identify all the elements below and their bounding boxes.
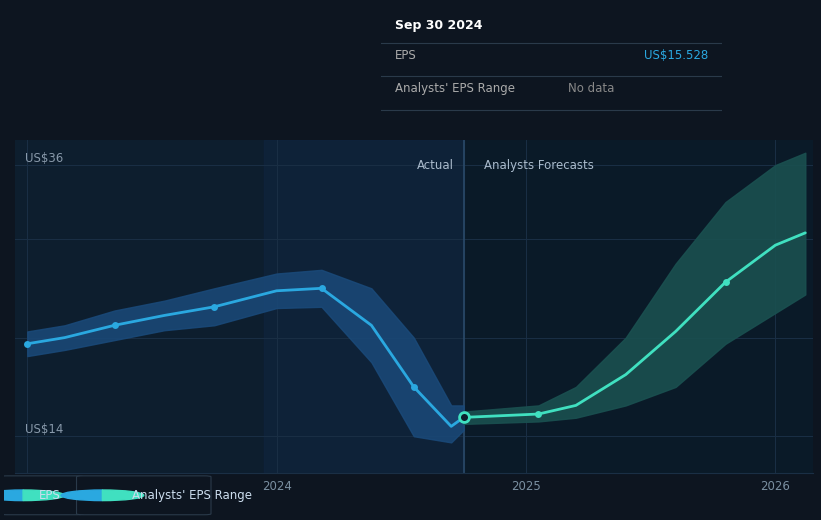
- Point: [719, 278, 732, 287]
- Wedge shape: [23, 490, 64, 501]
- Text: US$14: US$14: [25, 423, 63, 436]
- Wedge shape: [0, 490, 23, 501]
- Point: [108, 321, 122, 330]
- Text: Analysts' EPS Range: Analysts' EPS Range: [131, 489, 252, 502]
- FancyBboxPatch shape: [76, 476, 211, 515]
- Point: [532, 410, 545, 418]
- Text: US$15.528: US$15.528: [644, 49, 708, 62]
- Wedge shape: [61, 490, 103, 501]
- Text: Sep 30 2024: Sep 30 2024: [395, 19, 482, 32]
- Point: [208, 303, 221, 311]
- Wedge shape: [103, 490, 144, 501]
- Point: [21, 340, 34, 348]
- Point: [315, 284, 328, 292]
- Text: EPS: EPS: [39, 489, 60, 502]
- Text: Analysts' EPS Range: Analysts' EPS Range: [395, 82, 515, 95]
- Bar: [264, 140, 464, 473]
- Point: [407, 383, 420, 391]
- FancyBboxPatch shape: [1, 476, 84, 515]
- Text: Actual: Actual: [417, 159, 454, 172]
- Text: EPS: EPS: [395, 49, 416, 62]
- Point: [457, 413, 470, 422]
- Text: US$36: US$36: [25, 152, 63, 165]
- Text: No data: No data: [568, 82, 615, 95]
- Text: Analysts Forecasts: Analysts Forecasts: [484, 159, 594, 172]
- Bar: [464, 140, 813, 473]
